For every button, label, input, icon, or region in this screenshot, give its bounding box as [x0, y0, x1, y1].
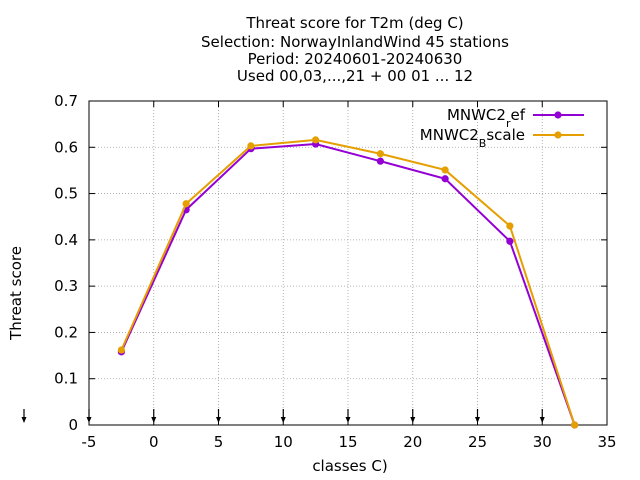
- y-tick-label: 0.6: [54, 138, 78, 156]
- data-point: [571, 421, 579, 429]
- y-tick-label: 0: [68, 416, 78, 434]
- data-point: [182, 200, 190, 208]
- y-axis-label: Threat score: [7, 246, 25, 341]
- x-tick-label: 15: [338, 433, 357, 451]
- legend-marker: [554, 111, 562, 119]
- arrow-marker-head: [86, 417, 92, 423]
- chart-title-line-3: Period: 20240601-20240630: [247, 50, 463, 68]
- series-line: [120, 143, 576, 426]
- arrow-marker-head: [345, 417, 351, 423]
- arrow-marker-head: [410, 417, 416, 423]
- arrow-marker-left-head: [21, 417, 27, 423]
- x-tick-label: -5: [82, 433, 97, 451]
- x-tick-label: 20: [403, 433, 422, 451]
- y-tick-label: 0.2: [54, 323, 78, 341]
- data-point: [117, 346, 125, 354]
- x-tick-label: 10: [274, 433, 293, 451]
- legend-entry-2: MNWC2Bscale: [420, 126, 584, 150]
- y-tick-label: 0.3: [54, 277, 78, 295]
- data-point: [506, 222, 514, 230]
- y-tick-label: 0.4: [54, 231, 78, 249]
- y-tick-label: 0.1: [54, 370, 78, 388]
- arrow-marker-head: [475, 417, 480, 423]
- series-2: [117, 136, 579, 429]
- legend-entry-1: MNWC2ref: [447, 106, 584, 130]
- series-line: [120, 138, 576, 426]
- arrow-marker-head: [216, 417, 221, 423]
- y-tick-label: 0.7: [54, 92, 78, 110]
- legend-label: MNWC2Bscale: [420, 126, 525, 150]
- legend-label: MNWC2ref: [447, 106, 526, 130]
- x-tick-label: 5: [214, 433, 224, 451]
- x-tick-label: 30: [533, 433, 552, 451]
- data-point: [312, 136, 320, 144]
- chart-title-line-2: Selection: NorwayInlandWind 45 stations: [201, 33, 509, 51]
- x-tick-label: 0: [149, 433, 159, 451]
- arrow-marker-head: [151, 417, 157, 423]
- data-point: [441, 175, 449, 183]
- y-tick-label: 0.5: [54, 185, 78, 203]
- x-axis-label: classes C): [312, 457, 387, 475]
- data-point: [247, 142, 255, 150]
- data-point: [376, 157, 384, 165]
- x-tick-label: 35: [597, 433, 616, 451]
- chart-title-line-4: Used 00,03,...,21 + 00 01 ... 12: [236, 67, 474, 85]
- chart-title-line-1: Threat score for T2m (deg C): [246, 14, 464, 32]
- arrow-marker-head: [280, 417, 286, 423]
- arrow-marker-head: [539, 417, 545, 423]
- data-point: [441, 166, 449, 174]
- x-tick-label: 25: [468, 433, 487, 451]
- data-point: [376, 150, 384, 158]
- data-point: [506, 237, 514, 245]
- legend-marker: [554, 131, 562, 139]
